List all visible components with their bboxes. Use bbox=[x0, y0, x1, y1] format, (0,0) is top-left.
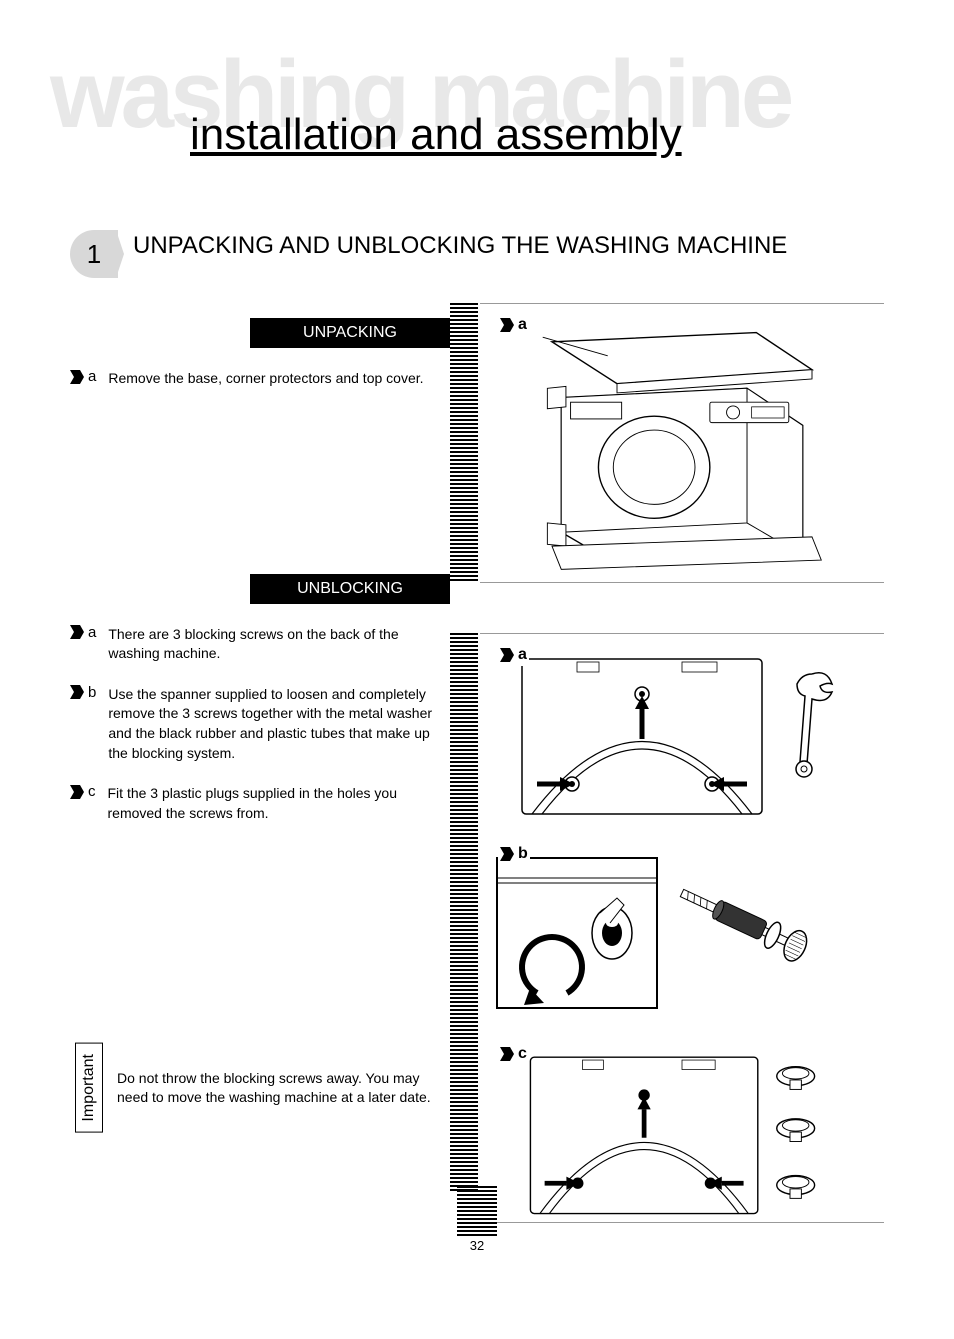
step-body: Fit the 3 plastic plugs supplied in the … bbox=[108, 783, 451, 823]
diagram-label-c: c bbox=[498, 1043, 529, 1065]
screw-removal-illustration bbox=[480, 843, 884, 1023]
unpacking-bar: UNPACKING bbox=[250, 318, 450, 348]
diagram-label-text: a bbox=[518, 316, 527, 334]
diagram-label-text: a bbox=[518, 646, 527, 664]
bullet-icon bbox=[500, 1047, 514, 1061]
step-letter-text: a bbox=[88, 368, 96, 385]
step-letter-text: b bbox=[88, 684, 96, 701]
diagram-label-a: a bbox=[498, 314, 529, 336]
diagram-label-b: b bbox=[498, 843, 530, 865]
bullet-icon bbox=[70, 370, 84, 384]
diagram-unblocking-a: a bbox=[480, 633, 884, 813]
diagram-unblocking-b: b bbox=[480, 833, 884, 1013]
barcode-decoration bbox=[457, 1186, 497, 1236]
unpacking-step-a: a Remove the base, corner protectors and… bbox=[70, 368, 450, 389]
bullet-icon bbox=[70, 785, 84, 799]
step-body: Use the spanner supplied to loosen and c… bbox=[108, 684, 450, 763]
plug-fitting-illustration bbox=[480, 1043, 884, 1223]
unpacking-diagram-group: a bbox=[480, 303, 884, 583]
unblocking-step-a: a There are 3 blocking screws on the bac… bbox=[70, 624, 450, 664]
important-note: Important Do not throw the blocking scre… bbox=[75, 1043, 445, 1133]
bullet-icon bbox=[500, 847, 514, 861]
diagram-label-text: b bbox=[518, 845, 528, 863]
bullet-icon bbox=[500, 648, 514, 662]
diagram-label-a: a bbox=[498, 644, 529, 666]
washing-machine-illustration bbox=[480, 314, 884, 574]
step-letter-text: a bbox=[88, 624, 96, 641]
section-heading: UNPACKING AND UNBLOCKING THE WASHING MAC… bbox=[133, 230, 787, 261]
diagram-label-text: c bbox=[518, 1045, 527, 1063]
step-body: There are 3 blocking screws on the back … bbox=[108, 624, 450, 664]
main-title: installation and assembly bbox=[190, 110, 682, 160]
important-text: Do not throw the blocking screws away. Y… bbox=[117, 1069, 445, 1108]
barcode-decoration bbox=[450, 303, 478, 583]
machine-back-illustration bbox=[480, 644, 884, 824]
step-letter-marker: a bbox=[70, 368, 96, 385]
unblocking-diagrams-group: a bbox=[480, 633, 884, 1223]
section-number-badge: 1 bbox=[70, 230, 118, 278]
unblocking-step-c: c Fit the 3 plastic plugs supplied in th… bbox=[70, 783, 450, 823]
unblocking-bar: UNBLOCKING bbox=[250, 574, 450, 604]
step-letter-marker: b bbox=[70, 684, 96, 701]
unblocking-step-b: b Use the spanner supplied to loosen and… bbox=[70, 684, 450, 763]
bullet-icon bbox=[500, 318, 514, 332]
step-letter-text: c bbox=[88, 783, 96, 800]
bullet-icon bbox=[70, 625, 84, 639]
page-number-area: 32 bbox=[457, 1186, 497, 1253]
page-container: washing machine installation and assembl… bbox=[0, 0, 954, 1283]
important-label: Important bbox=[75, 1043, 103, 1133]
step-letter-marker: c bbox=[70, 783, 96, 800]
page-number: 32 bbox=[457, 1238, 497, 1253]
header-area: washing machine installation and assembl… bbox=[70, 60, 884, 200]
barcode-decoration bbox=[450, 633, 478, 1193]
section-header: 1 UNPACKING AND UNBLOCKING THE WASHING M… bbox=[70, 230, 787, 278]
right-column: a bbox=[480, 303, 884, 1243]
step-letter-marker: a bbox=[70, 624, 96, 641]
diagram-unpacking: a bbox=[480, 303, 884, 583]
diagram-unblocking-c: c bbox=[480, 1033, 884, 1223]
step-body: Remove the base, corner protectors and t… bbox=[108, 368, 423, 389]
bullet-icon bbox=[70, 685, 84, 699]
